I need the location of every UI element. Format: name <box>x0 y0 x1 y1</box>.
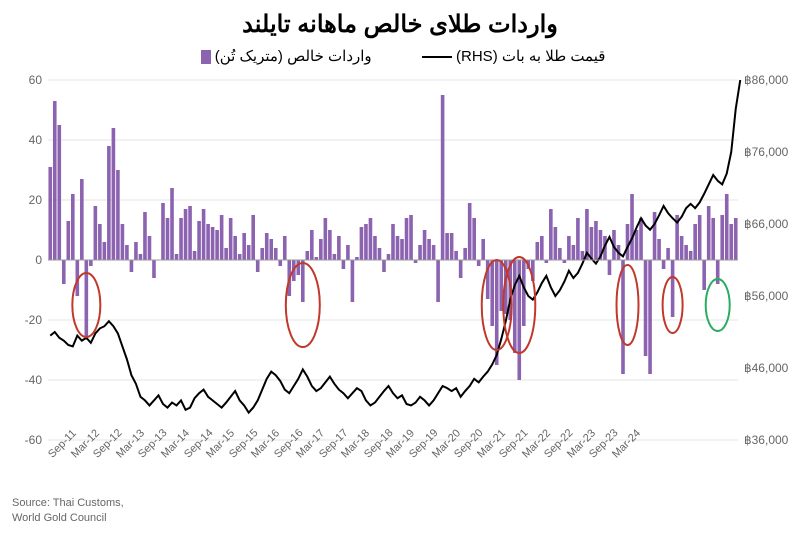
y-left-label: 0 <box>0 253 42 267</box>
legend-bar-icon <box>201 50 211 64</box>
y-left-label: -60 <box>0 433 42 447</box>
chart-legend: قیمت طلا به بات (RHS) واردات خالص (متریک… <box>0 47 800 65</box>
source-attribution: Source: Thai Customs, World Gold Council <box>12 496 124 525</box>
y-right-label: ฿66,000 <box>744 217 788 231</box>
legend-price: قیمت طلا به بات (RHS) <box>416 47 606 65</box>
source-line2: World Gold Council <box>12 511 124 525</box>
legend-price-label: قیمت طلا به بات (RHS) <box>456 48 605 65</box>
legend-imports-label: واردات خالص (متریک تُن) <box>215 48 372 65</box>
chart-svg <box>48 80 738 440</box>
y-left-label: -20 <box>0 313 42 327</box>
y-left-label: -40 <box>0 373 42 387</box>
y-right-label: ฿76,000 <box>744 145 788 159</box>
source-line1: Source: Thai Customs, <box>12 496 124 510</box>
y-left-label: 40 <box>0 133 42 147</box>
y-right-label: ฿86,000 <box>744 73 788 87</box>
y-right-label: ฿46,000 <box>744 361 788 375</box>
legend-imports: واردات خالص (متریک تُن) <box>195 47 372 65</box>
y-right-label: ฿56,000 <box>744 289 788 303</box>
y-left-label: 20 <box>0 193 42 207</box>
chart-container: واردات طلای خالص ماهانه تایلند قیمت طلا … <box>0 0 800 535</box>
plot-area <box>48 80 738 440</box>
legend-line-icon <box>422 56 452 58</box>
chart-title: واردات طلای خالص ماهانه تایلند <box>0 0 800 39</box>
y-right-label: ฿36,000 <box>744 433 788 447</box>
y-left-label: 60 <box>0 73 42 87</box>
